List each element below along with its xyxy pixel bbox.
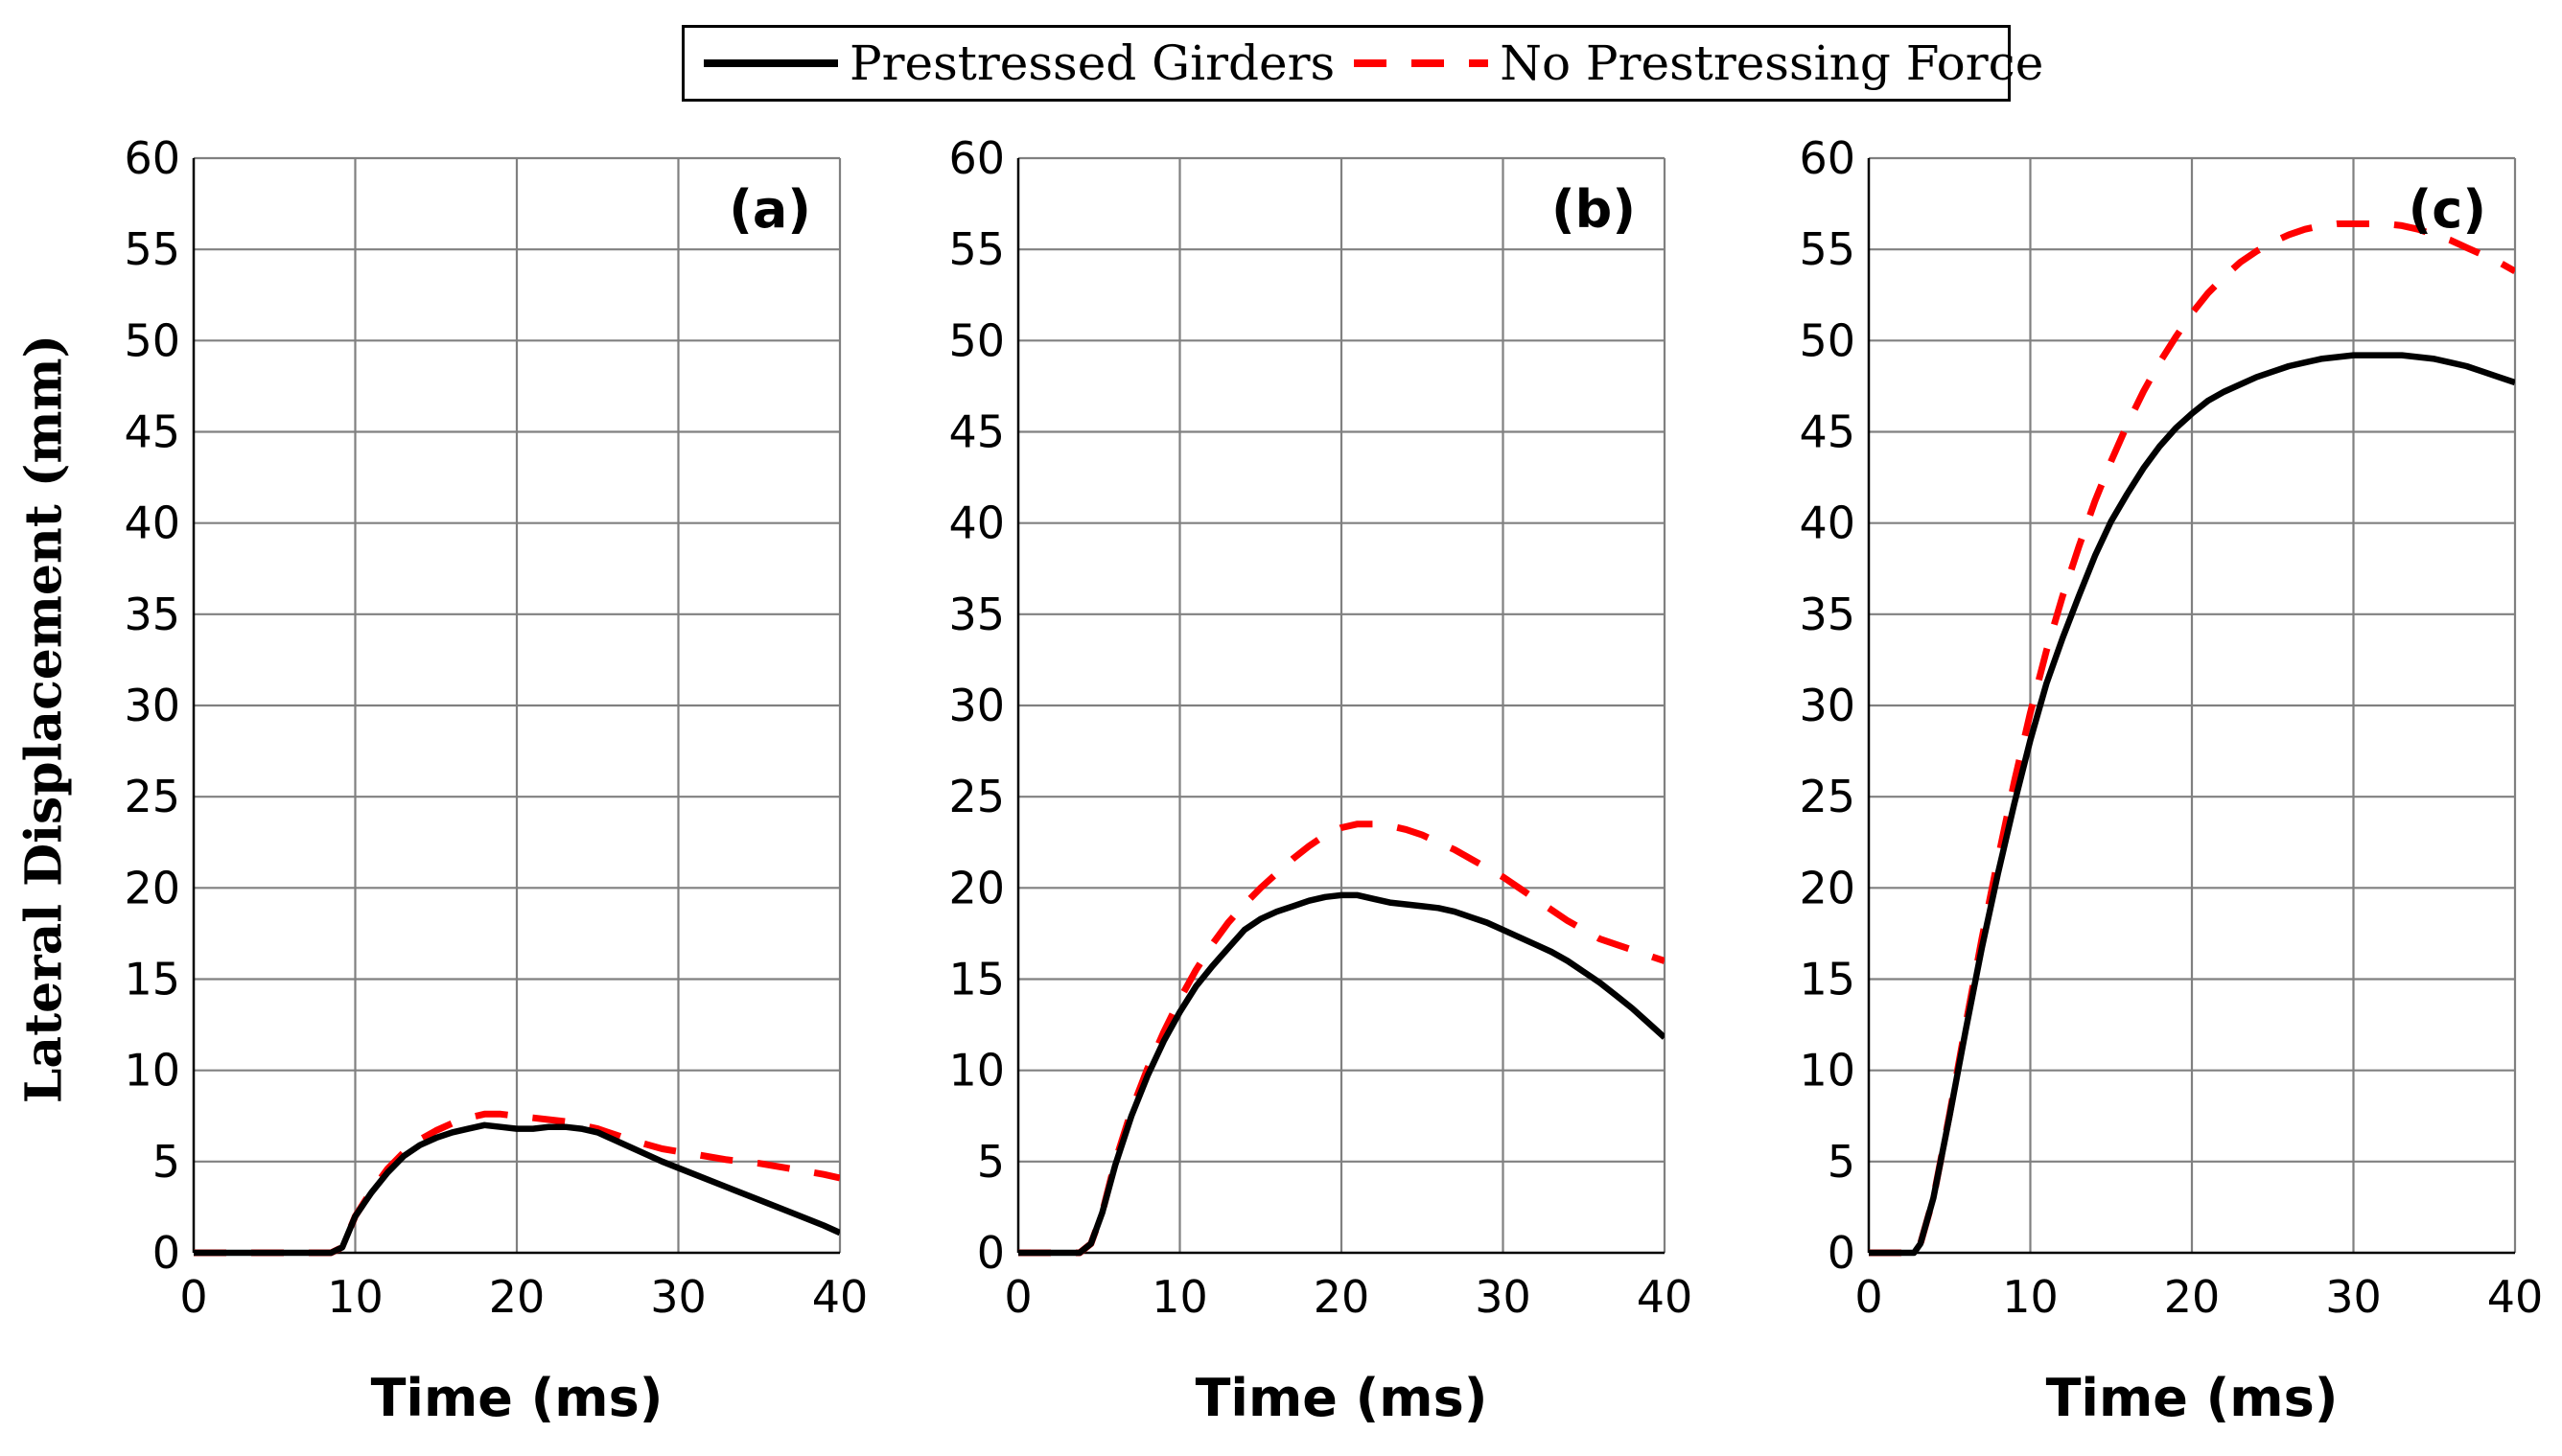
y-tick-label: 15 xyxy=(124,954,180,1005)
x-tick-label: 10 xyxy=(327,1271,384,1323)
legend-item-prestressed: Prestressed Girders xyxy=(685,35,1335,91)
x-tick-label: 10 xyxy=(2002,1271,2059,1323)
y-tick-label: 35 xyxy=(1799,589,1855,640)
legend-label-no-prestress: No Prestressing Force xyxy=(1500,35,2044,91)
legend-solid-line-icon xyxy=(704,59,838,67)
y-tick-label: 5 xyxy=(1828,1136,1855,1188)
x-tick-label: 30 xyxy=(1475,1271,1531,1323)
y-tick-label: 0 xyxy=(152,1227,180,1279)
legend-dashed-line-icon xyxy=(1354,59,1489,67)
x-tick-label: 20 xyxy=(489,1271,546,1323)
y-tick-label: 35 xyxy=(124,589,180,640)
series-line-prestressed-girders xyxy=(194,1121,840,1257)
y-tick-label: 30 xyxy=(948,680,1005,731)
y-tick-label: 20 xyxy=(948,862,1005,913)
y-tick-label: 30 xyxy=(124,680,180,731)
y-tick-label: 40 xyxy=(124,497,180,549)
x-tick-label: 0 xyxy=(179,1271,207,1323)
y-tick-label: 50 xyxy=(1799,314,1855,366)
y-tick-label: 60 xyxy=(124,132,180,184)
y-tick-label: 20 xyxy=(1799,862,1855,913)
series-line-prestressed-girders xyxy=(1018,891,1665,1257)
y-tick-label: 60 xyxy=(948,132,1005,184)
y-tick-label: 55 xyxy=(1799,223,1855,275)
x-tick-label: 0 xyxy=(1854,1271,1882,1323)
panel-label: (b) xyxy=(1551,179,1636,240)
y-tick-label: 45 xyxy=(124,406,180,458)
x-tick-label: 40 xyxy=(1637,1271,1693,1323)
x-tick-label: 30 xyxy=(2325,1271,2382,1323)
y-tick-label: 10 xyxy=(1799,1045,1855,1097)
y-tick-label: 40 xyxy=(1799,497,1855,549)
y-tick-label: 60 xyxy=(1799,132,1855,184)
series-line-no-prestressing-force xyxy=(194,1110,840,1257)
x-tick-label: 40 xyxy=(2487,1271,2544,1323)
y-tick-label: 20 xyxy=(124,862,180,913)
x-tick-label: 40 xyxy=(812,1271,869,1323)
y-tick-label: 0 xyxy=(977,1227,1005,1279)
chart-panel-3: 0 5 10 15 20 25 30 35 40 45 50 55 60 0 10 20 30 40 Time (m… xyxy=(1799,132,2543,1428)
chart-panel-1: 0 5 10 15 20 25 30 35 40 45 50 55 60 0 10 20 30 40 Time (m… xyxy=(124,132,868,1428)
panel-label: (c) xyxy=(2409,179,2486,240)
x-tick-label: 30 xyxy=(650,1271,707,1323)
y-tick-label: 5 xyxy=(152,1136,180,1188)
y-tick-label: 50 xyxy=(124,314,180,366)
y-tick-label: 30 xyxy=(1799,680,1855,731)
y-tick-label: 40 xyxy=(948,497,1005,549)
y-axis-title: Lateral Displacement (mm) xyxy=(14,334,74,1104)
x-axis-title: Time (ms) xyxy=(371,1368,664,1428)
y-tick-label: 15 xyxy=(948,954,1005,1005)
legend-label-prestressed: Prestressed Girders xyxy=(850,35,1336,91)
y-tick-label: 50 xyxy=(948,314,1005,366)
y-tick-label: 15 xyxy=(1799,954,1855,1005)
x-tick-label: 0 xyxy=(1004,1271,1032,1323)
x-tick-label: 20 xyxy=(1314,1271,1370,1323)
y-tick-label: 5 xyxy=(977,1136,1005,1188)
x-tick-label: 10 xyxy=(1152,1271,1208,1323)
y-tick-label: 10 xyxy=(948,1045,1005,1097)
legend-item-no-prestress: No Prestressing Force xyxy=(1335,35,2043,91)
y-tick-label: 25 xyxy=(1799,771,1855,822)
x-axis-title: Time (ms) xyxy=(2046,1368,2339,1428)
legend: Prestressed Girders No Prestressing Forc… xyxy=(682,25,2043,102)
y-tick-label: 55 xyxy=(948,223,1005,275)
y-tick-label: 55 xyxy=(124,223,180,275)
y-tick-label: 25 xyxy=(948,771,1005,822)
y-tick-label: 35 xyxy=(948,589,1005,640)
panel-label: (a) xyxy=(729,179,811,240)
y-tick-label: 0 xyxy=(1828,1227,1855,1279)
series-line-no-prestressing-force xyxy=(1018,820,1665,1257)
x-axis-title: Time (ms) xyxy=(1196,1368,1488,1428)
chart-panel-2: 0 5 10 15 20 25 30 35 40 45 50 55 60 0 10 20 30 40 Time (m… xyxy=(948,132,1692,1428)
y-tick-label: 45 xyxy=(948,406,1005,458)
y-tick-label: 25 xyxy=(124,771,180,822)
y-tick-label: 45 xyxy=(1799,406,1855,458)
x-tick-label: 20 xyxy=(2164,1271,2221,1323)
series-line-prestressed-girders xyxy=(1869,352,2515,1257)
y-tick-label: 10 xyxy=(124,1045,180,1097)
